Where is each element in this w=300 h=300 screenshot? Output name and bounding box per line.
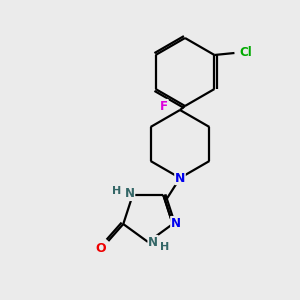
Text: F: F bbox=[160, 100, 168, 112]
Text: N: N bbox=[148, 236, 158, 248]
Text: H: H bbox=[112, 186, 121, 196]
Text: N: N bbox=[175, 172, 185, 184]
Text: H: H bbox=[160, 242, 169, 252]
Text: N: N bbox=[171, 217, 181, 230]
Text: O: O bbox=[95, 242, 106, 254]
Text: Cl: Cl bbox=[239, 46, 252, 59]
Text: N: N bbox=[125, 188, 135, 200]
